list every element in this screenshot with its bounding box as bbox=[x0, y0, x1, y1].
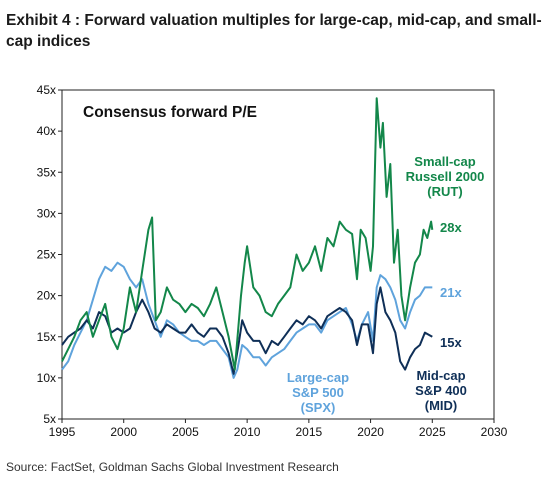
y-tick-label: 10x bbox=[37, 371, 56, 385]
series-label-line: Large-cap bbox=[287, 370, 349, 385]
y-tick-label: 20x bbox=[37, 289, 56, 303]
legend-mid-cap: Mid-cap S&P 400 (MID) bbox=[415, 368, 467, 413]
series-label-line: S&P 500 bbox=[292, 385, 344, 400]
source-note: Source: FactSet, Goldman Sachs Global In… bbox=[6, 460, 339, 474]
exhibit-title: Exhibit 4 : Forward valuation multiples … bbox=[6, 12, 542, 50]
y-tick-label: 35x bbox=[37, 165, 56, 179]
legend-small-cap: Small-cap Russell 2000 (RUT) bbox=[406, 154, 485, 199]
x-tick-label: 2000 bbox=[110, 425, 137, 439]
y-tick-label: 30x bbox=[37, 206, 56, 220]
series-label-line: Small-cap bbox=[414, 154, 475, 169]
y-tick-label: 45x bbox=[37, 83, 56, 97]
x-tick-label: 2020 bbox=[357, 425, 384, 439]
end-label-small-cap: 28x bbox=[440, 220, 462, 235]
series-label-line: S&P 400 bbox=[415, 383, 467, 398]
x-tick-label: 2005 bbox=[172, 425, 199, 439]
chart-title: Consensus forward P/E bbox=[83, 104, 257, 121]
x-tick-label: 2015 bbox=[296, 425, 323, 439]
x-axis: 1995 2000 2005 2010 2015 2020 2025 2030 bbox=[49, 419, 508, 439]
end-label-large-cap: 21x bbox=[440, 285, 462, 300]
x-tick-label: 2010 bbox=[234, 425, 261, 439]
series-label-line: (SPX) bbox=[301, 400, 336, 415]
x-tick-label: 1995 bbox=[49, 425, 76, 439]
series-label-line: Russell 2000 bbox=[406, 169, 485, 184]
series-label-line: (RUT) bbox=[427, 184, 462, 199]
series-label-line: (MID) bbox=[425, 398, 458, 413]
y-tick-label: 5x bbox=[43, 412, 56, 426]
series-line-small-cap bbox=[61, 97, 434, 371]
series-label-line: Mid-cap bbox=[416, 368, 465, 383]
y-tick-label: 40x bbox=[37, 124, 56, 138]
series-line-large-cap bbox=[61, 261, 433, 379]
series-layer bbox=[61, 97, 434, 379]
end-label-mid-cap: 15x bbox=[440, 335, 462, 350]
y-axis: 5x 10x 15x 20x 25x 30x 35x 40x 45x bbox=[37, 83, 62, 426]
series-line-mid-cap bbox=[61, 286, 433, 375]
x-tick-label: 2025 bbox=[419, 425, 446, 439]
y-tick-label: 15x bbox=[37, 330, 56, 344]
x-tick-label: 2030 bbox=[481, 425, 508, 439]
legend-large-cap: Large-cap S&P 500 (SPX) bbox=[287, 370, 349, 415]
y-tick-label: 25x bbox=[37, 248, 56, 262]
